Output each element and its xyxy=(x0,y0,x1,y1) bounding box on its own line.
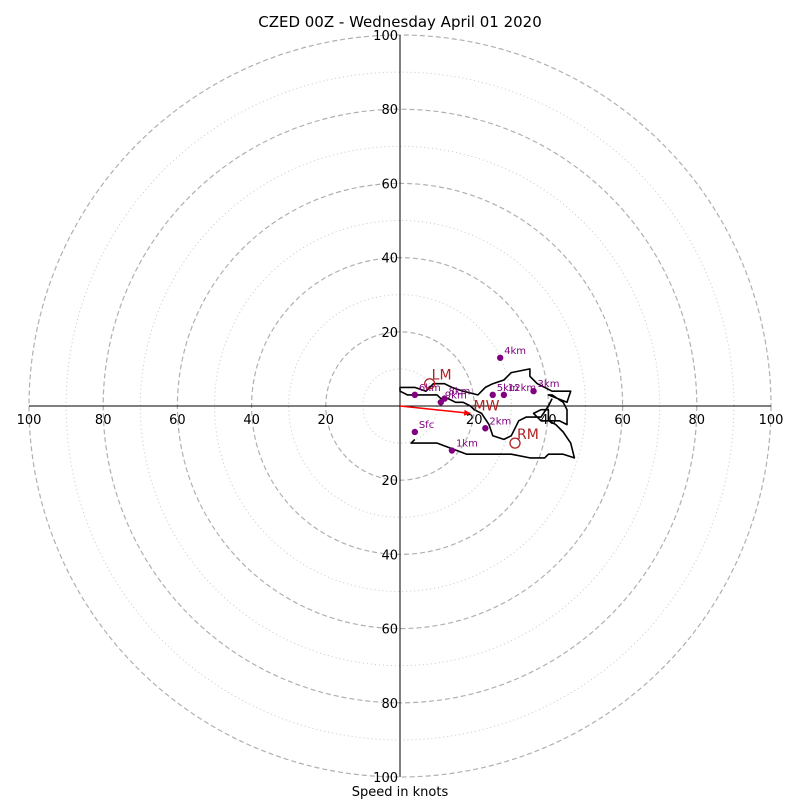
point-label-4km: 4km xyxy=(504,346,526,357)
hodograph-line xyxy=(399,368,576,459)
tick-left-40: 40 xyxy=(243,413,260,428)
point-label-2km: 2km xyxy=(489,416,511,427)
point-label-1km: 1km xyxy=(456,439,478,450)
tick-right-80: 80 xyxy=(689,413,706,428)
point-3km xyxy=(530,387,537,395)
tick-down-80: 80 xyxy=(381,697,398,712)
point-4km xyxy=(496,354,504,361)
point-1km xyxy=(448,447,456,454)
point-label-3km: 3km xyxy=(538,379,560,390)
point-5km xyxy=(489,391,496,399)
point-label-12km: 12km xyxy=(508,383,536,394)
tick-up-80: 80 xyxy=(381,103,398,118)
point-sfc xyxy=(411,428,419,436)
tick-left-20: 20 xyxy=(318,413,335,428)
tick-right-100: 100 xyxy=(759,413,784,428)
tick-down-20: 20 xyxy=(381,474,398,489)
tick-left-80: 80 xyxy=(95,413,112,428)
tick-left-60: 60 xyxy=(169,413,186,428)
point-label-8km: 8km xyxy=(449,387,471,398)
point-label-sfc: Sfc xyxy=(419,420,434,431)
tick-down-100: 100 xyxy=(373,771,398,786)
tick-up-40: 40 xyxy=(381,252,398,267)
motion-marker-rm xyxy=(509,437,521,449)
motion-marker-lm xyxy=(424,378,436,390)
point-9km xyxy=(437,399,445,406)
mean-wind-label: MW xyxy=(473,398,499,414)
tick-up-60: 60 xyxy=(381,177,398,192)
mean-wind-arrowhead xyxy=(463,409,471,416)
tick-down-40: 40 xyxy=(381,548,398,563)
tick-right-20: 20 xyxy=(466,413,483,428)
x-axis-label: Speed in knots xyxy=(352,785,449,800)
tick-left-100: 100 xyxy=(17,413,42,428)
motion-label-lm: LM xyxy=(432,368,452,384)
tick-down-60: 60 xyxy=(381,623,398,638)
tick-up-20: 20 xyxy=(381,326,398,341)
point-12km xyxy=(500,391,508,399)
motion-label-rm: RM xyxy=(517,427,539,443)
point-2km xyxy=(482,425,489,432)
chart-title: CZED 00Z - Wednesday April 01 2020 xyxy=(258,13,542,31)
point-label-9km: 9km xyxy=(445,390,467,401)
mean-wind-arrow xyxy=(399,405,471,415)
tick-up-100: 100 xyxy=(373,29,398,44)
point-label-5km: 5km xyxy=(497,383,519,394)
point-6km xyxy=(411,391,419,399)
hodograph-trace-group xyxy=(399,368,576,459)
storm-motion-group: LM RM MW xyxy=(399,368,539,449)
tick-right-60: 60 xyxy=(614,413,631,428)
